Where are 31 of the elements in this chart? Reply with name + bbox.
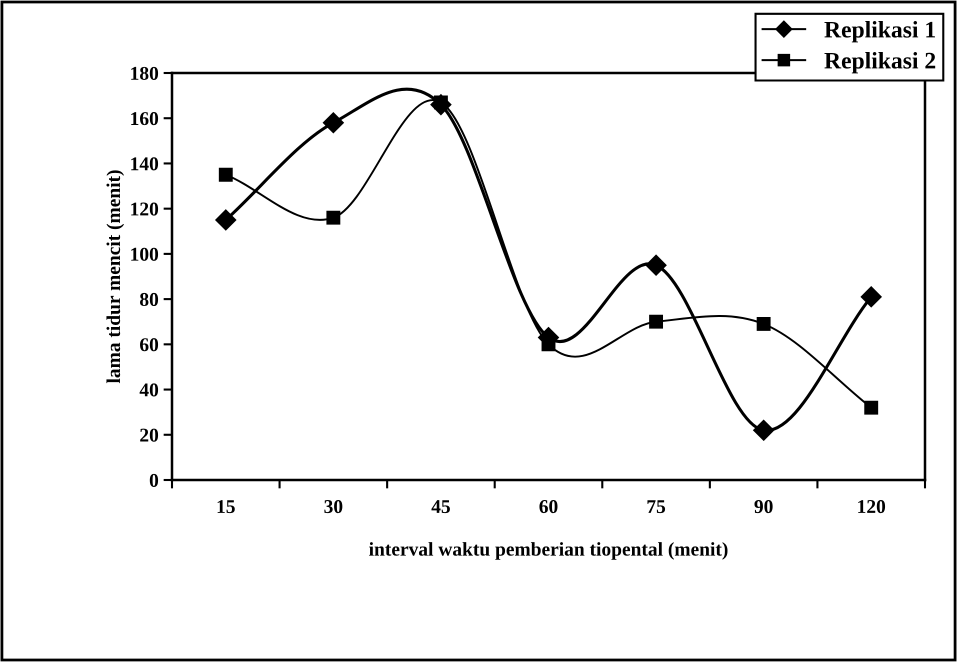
legend-label: Replikasi 2 <box>824 52 936 74</box>
point <box>649 314 664 329</box>
y-tick-label: 120 <box>131 202 158 216</box>
x-axis-title: interval waktu pemberian tiopental (menit) <box>369 542 728 560</box>
point <box>864 400 878 415</box>
x-tick-label: 30 <box>324 500 342 514</box>
y-axis-title: lama tidur mencit (menit) <box>106 170 124 384</box>
x-tick-label: 90 <box>754 500 773 514</box>
legend-label: Replikasi 1 <box>824 21 935 42</box>
x-tick-label: 75 <box>647 500 666 514</box>
y-tick-label: 80 <box>140 292 158 306</box>
point <box>218 168 233 182</box>
point <box>860 286 882 308</box>
y-tick-label: 160 <box>131 112 158 126</box>
point <box>326 210 340 225</box>
point <box>646 254 667 276</box>
y-tick-label: 60 <box>140 338 158 352</box>
y-tick-label: 0 <box>150 474 158 487</box>
x-tick-label: 15 <box>218 500 235 514</box>
x-tick-label: 120 <box>858 500 886 514</box>
y-tick-label: 180 <box>131 66 158 80</box>
y-tick-label: 100 <box>131 248 158 261</box>
point <box>753 420 774 441</box>
y-tick-label: 140 <box>131 157 158 170</box>
y-tick-label: 20 <box>140 428 158 442</box>
point <box>756 317 771 331</box>
y-tick-label: 40 <box>140 383 158 396</box>
point <box>215 209 236 230</box>
x-tick-label: 60 <box>539 500 558 514</box>
point <box>322 112 344 134</box>
x-tick-label: 45 <box>431 500 450 514</box>
